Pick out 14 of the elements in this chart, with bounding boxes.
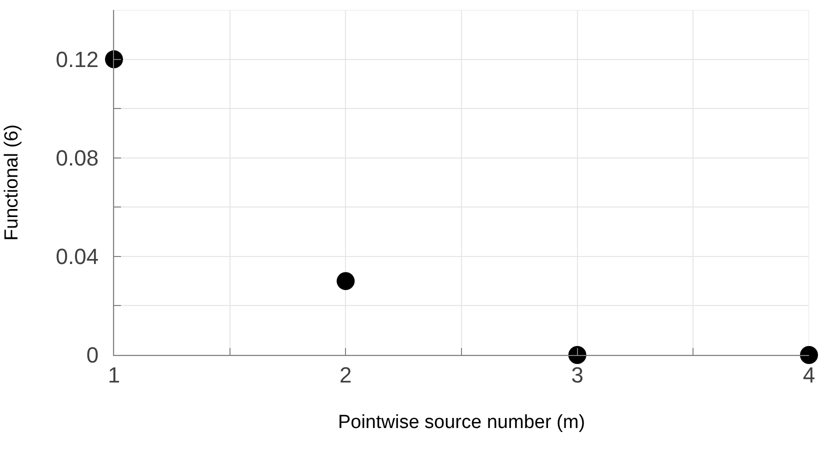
x-axis-title: Pointwise source number (m) (338, 412, 586, 434)
point (336, 272, 355, 290)
point (568, 346, 586, 364)
y-tick-label: 0.12 (56, 46, 99, 72)
point (105, 50, 123, 68)
y-axis-title: Functional (6) (2, 124, 23, 241)
x-tick-label: 3 (571, 362, 584, 388)
y-tick-label: 0.08 (56, 146, 99, 171)
y-tick-label: 0.04 (56, 244, 99, 270)
x-tick-label: 4 (802, 362, 816, 388)
x-tick-label: 1 (108, 362, 120, 388)
point (800, 346, 818, 364)
y-tick-label: 0 (86, 342, 99, 368)
x-tick-label: 2 (340, 362, 352, 388)
